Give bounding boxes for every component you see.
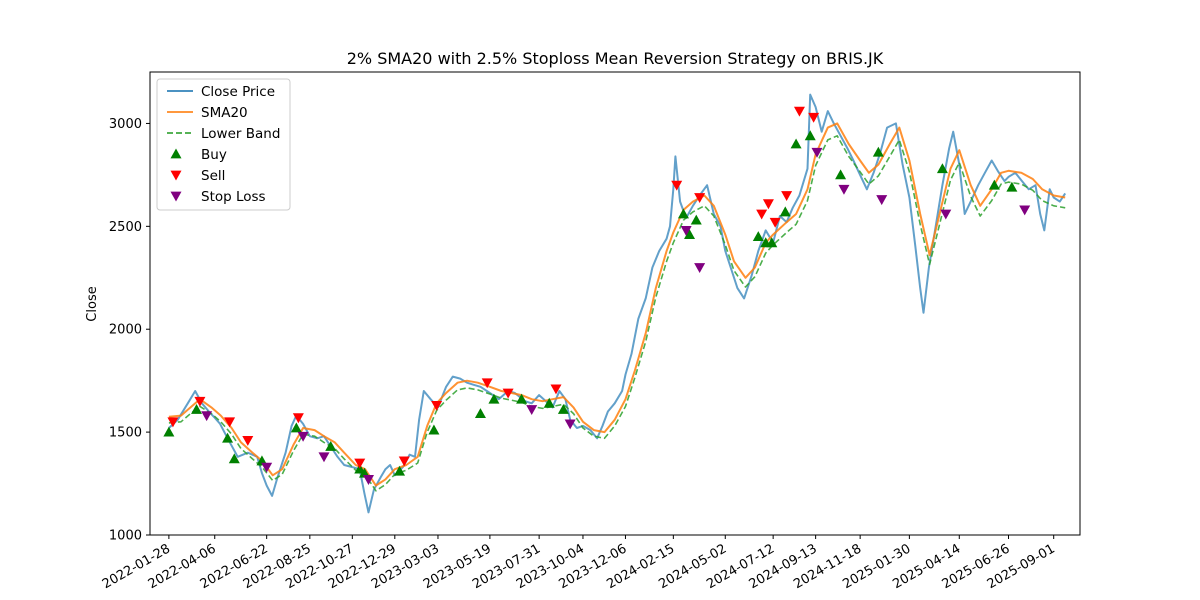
buy-marker xyxy=(872,146,884,157)
stop-loss-marker xyxy=(564,419,576,430)
buy-marker xyxy=(290,422,302,433)
stop-loss-marker xyxy=(876,195,888,206)
y-tick-label: 2000 xyxy=(109,323,142,338)
buy-marker xyxy=(1006,181,1018,192)
buy-marker xyxy=(474,408,486,418)
sell-marker xyxy=(502,388,514,399)
stop-loss-marker xyxy=(261,462,273,473)
stop-loss-marker xyxy=(940,209,952,220)
plot-area xyxy=(163,93,1067,514)
stop-loss-marker xyxy=(694,263,706,273)
buy-marker xyxy=(804,130,816,141)
stop-loss-marker xyxy=(838,184,850,195)
stop-loss-marker xyxy=(201,411,213,422)
series-line-lower-band xyxy=(168,135,1066,492)
legend-buy-label: Buy xyxy=(201,147,227,163)
buy-marker xyxy=(228,453,240,464)
chart-title: 2% SMA20 with 2.5% Stoploss Mean Reversi… xyxy=(347,49,884,68)
sell-marker xyxy=(793,106,805,117)
series-line-sma20 xyxy=(168,122,1066,487)
buy-marker xyxy=(325,441,337,451)
sell-marker xyxy=(756,209,768,220)
legend-lower-band-label: Lower Band xyxy=(201,126,280,142)
sell-marker xyxy=(167,417,179,428)
buy-marker xyxy=(936,163,948,174)
y-tick-label: 1000 xyxy=(109,529,142,544)
y-tick-label: 3000 xyxy=(109,117,142,132)
stop-loss-marker xyxy=(297,431,309,442)
buy-marker xyxy=(428,424,440,435)
sell-marker xyxy=(431,400,443,411)
buy-marker xyxy=(394,465,406,476)
series-line-close-price xyxy=(168,93,1067,514)
sell-marker xyxy=(194,396,206,407)
legend-close-price-label: Close Price xyxy=(201,84,275,100)
stop-loss-marker xyxy=(526,405,538,415)
sell-marker xyxy=(671,180,683,191)
sell-marker xyxy=(481,378,493,389)
y-tick-label: 1500 xyxy=(109,426,142,441)
buy-marker xyxy=(354,463,366,474)
buy-marker xyxy=(677,208,689,219)
buy-marker xyxy=(191,403,203,414)
sell-marker xyxy=(550,384,562,395)
legend-buy-swatch xyxy=(170,148,182,159)
buy-marker xyxy=(163,426,175,437)
buy-marker xyxy=(543,397,555,408)
stop-loss-marker xyxy=(1019,205,1031,216)
stop-loss-marker xyxy=(363,475,375,485)
y-axis-label: Close xyxy=(85,286,100,321)
legend-sell-swatch xyxy=(170,170,182,181)
y-tick-label: 2500 xyxy=(109,220,142,235)
legend-sma20-label: SMA20 xyxy=(201,105,248,121)
legend: Close Price SMA20 Lower Band Buy Sell Stop Lo… xyxy=(156,78,291,211)
plot-frame xyxy=(149,71,1081,536)
buy-marker xyxy=(222,432,234,443)
buy-marker xyxy=(488,393,500,404)
buy-marker xyxy=(790,138,802,149)
buy-marker xyxy=(766,237,778,248)
stop-loss-marker xyxy=(680,226,692,236)
sell-marker xyxy=(762,199,774,210)
buy-marker xyxy=(557,403,569,414)
sell-marker xyxy=(242,435,254,446)
legend-sell-label: Sell xyxy=(201,168,225,184)
buy-marker xyxy=(779,206,791,217)
sell-marker xyxy=(292,413,304,424)
stop-loss-marker xyxy=(318,452,330,463)
buy-marker xyxy=(690,214,702,225)
sell-marker xyxy=(224,417,236,428)
buy-marker xyxy=(752,231,764,242)
legend-stop-loss-swatch xyxy=(170,191,182,202)
sell-marker xyxy=(694,193,706,204)
sell-marker xyxy=(398,456,410,467)
buy-marker xyxy=(988,179,1000,190)
stop-loss-marker xyxy=(811,147,823,158)
buy-marker xyxy=(684,229,696,239)
buy-marker xyxy=(835,169,847,180)
sell-marker xyxy=(781,191,793,201)
sell-marker xyxy=(354,458,366,469)
buy-marker xyxy=(516,393,528,404)
sell-marker xyxy=(769,217,781,228)
sell-marker xyxy=(808,112,820,123)
legend-stop-loss-label: Stop Loss xyxy=(201,189,266,205)
